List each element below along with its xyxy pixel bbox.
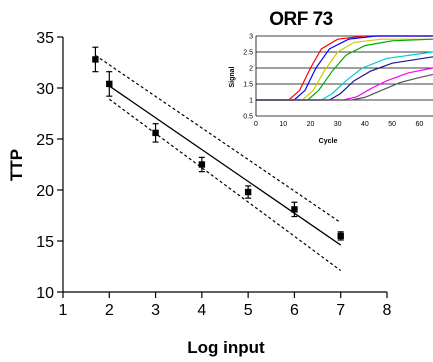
inset-series-line (256, 35, 433, 101)
data-point (244, 188, 252, 196)
x-tick-label: 8 (383, 302, 392, 319)
x-axis-title: Log input (187, 338, 265, 357)
confidence-bands (95, 54, 342, 272)
inset-y-axis-title: Signal (229, 66, 236, 87)
data-point (337, 232, 344, 240)
inset-y-tick-label: 1 (249, 98, 253, 105)
inset-x-tick-label: 40 (361, 121, 369, 128)
x-tick-label: 7 (336, 302, 345, 319)
inset-y-tick-label: 1.5 (243, 82, 253, 89)
inset-x-tick-label: 10 (279, 121, 287, 128)
y-tick-label: 35 (36, 30, 54, 47)
data-point (198, 161, 206, 168)
y-tick-label: 15 (36, 234, 54, 251)
inset-y-tick-label: 2.5 (243, 50, 253, 57)
inset-series-line (256, 73, 433, 101)
inset-curves (256, 35, 433, 101)
inset-series-line (256, 38, 433, 101)
inset-chart: ORF 73 0.511.522.530 10 20 30 40 50 60 Cycle S… (229, 9, 433, 145)
confidence-band-lower (108, 98, 342, 272)
inset-series-line (256, 38, 433, 101)
data-point (106, 80, 113, 88)
inset-y-tick-label: 0.5 (243, 114, 253, 121)
y-tick-label: 30 (36, 81, 54, 98)
y-tick-label: 20 (36, 183, 54, 200)
inset-title: ORF 73 (269, 9, 333, 30)
inset-y-tick-label: 3 (249, 34, 253, 41)
data-point (291, 206, 298, 213)
inset-x-tick-label: 30 (334, 121, 342, 128)
y-tick-label: 25 (36, 132, 54, 149)
inset-series-line (256, 35, 433, 101)
data-points (92, 46, 344, 241)
inset-x-tick-label: 50 (388, 121, 396, 128)
x-tick-label: 5 (244, 302, 253, 319)
y-axis-title: TTP (7, 149, 26, 181)
data-point (152, 129, 159, 137)
inset-x-axis-title: Cycle (319, 138, 338, 145)
inset-x-tick-label: 20 (307, 121, 315, 128)
inset-x-tick-label: 0 (254, 121, 258, 128)
x-tick-label: 6 (290, 302, 299, 319)
x-tick-label: 2 (105, 302, 114, 319)
inset-series-line (256, 51, 433, 101)
x-tick-label: 4 (197, 302, 206, 319)
inset-series-line (256, 56, 433, 101)
x-tick-label: 1 (59, 302, 68, 319)
regression-line (108, 85, 342, 246)
inset-y-tick-label: 2 (249, 66, 253, 73)
inset-axes: 0.511.522.530 10 20 30 40 50 60 (243, 34, 433, 128)
inset-x-tick-label: 60 (415, 121, 423, 128)
regression-line-group (108, 85, 342, 246)
x-tick-label: 3 (151, 302, 160, 319)
data-point (92, 56, 99, 63)
y-tick-label: 10 (36, 285, 54, 302)
